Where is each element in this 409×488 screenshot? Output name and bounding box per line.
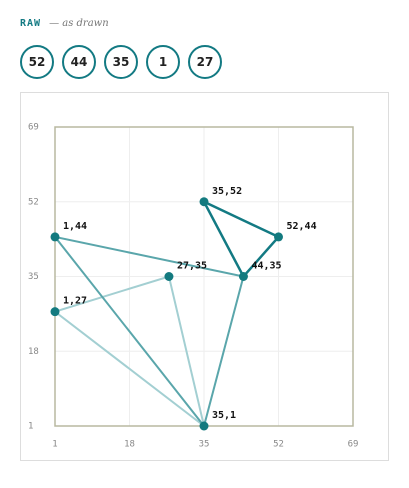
header-note: — as drawn (49, 18, 109, 29)
y-tick-label: 1 (28, 422, 33, 432)
point (50, 232, 60, 242)
point-label: 35,52 (212, 186, 242, 197)
plot: 1 18 35 52 69 1 18 35 52 69 35,52 52,44 44,35 27,35 1,… (28, 123, 358, 450)
raw-value: 44 (62, 45, 96, 79)
point (199, 421, 209, 431)
triangle (52, 275, 206, 429)
x-tick-label: 52 (273, 440, 284, 450)
triangle (201, 199, 281, 279)
x-tick-label: 1 (52, 440, 57, 450)
point (199, 197, 209, 207)
y-tick-label: 52 (28, 197, 39, 207)
header-label: RAW (20, 18, 42, 29)
raw-value: 27 (188, 45, 222, 79)
point-label: 1,27 (63, 296, 87, 307)
header: RAW — as drawn (20, 18, 109, 29)
y-tick-label: 35 (28, 272, 39, 282)
point (238, 272, 248, 281)
point-label: 52,44 (287, 221, 317, 232)
point (50, 307, 60, 317)
point (164, 272, 174, 281)
x-tick-label: 35 (199, 440, 210, 450)
x-tick-label: 18 (124, 440, 135, 450)
raw-values: 52 44 35 1 27 (20, 45, 222, 79)
x-tick-label: 69 (348, 440, 359, 450)
y-tick-label: 18 (28, 347, 39, 357)
y-tick-label: 69 (28, 123, 39, 133)
raw-value: 52 (20, 45, 54, 79)
frame (20, 92, 389, 461)
point-label: 27,35 (177, 261, 207, 272)
point-label: 35,1 (212, 410, 236, 421)
point-label: 1,44 (63, 221, 87, 232)
triangle (52, 235, 245, 429)
raw-value: 35 (104, 45, 138, 79)
point-label: 44,35 (251, 261, 281, 272)
raw-value: 1 (146, 45, 180, 79)
point (274, 232, 283, 242)
